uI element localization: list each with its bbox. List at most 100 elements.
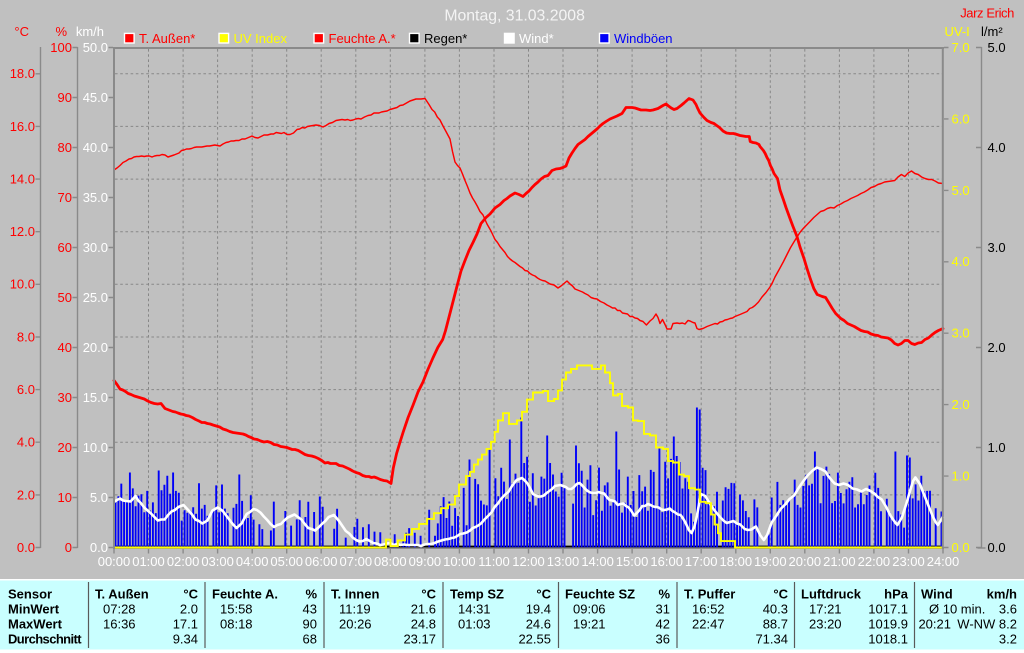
svg-text:09:06: 09:06 <box>573 602 606 617</box>
svg-text:17:21: 17:21 <box>809 602 842 617</box>
svg-text:80: 80 <box>58 140 72 155</box>
svg-text:23:00: 23:00 <box>892 554 925 569</box>
svg-text:12.0: 12.0 <box>10 224 35 239</box>
svg-text:14:31: 14:31 <box>458 602 491 617</box>
svg-text:hPa: hPa <box>884 587 909 602</box>
svg-text:0.0: 0.0 <box>952 540 970 555</box>
svg-text:11:19: 11:19 <box>339 602 371 617</box>
svg-text:Wind: Wind <box>921 587 953 602</box>
svg-text:T. Innen: T. Innen <box>331 587 379 602</box>
svg-text:1019.9: 1019.9 <box>868 617 908 632</box>
svg-text:13:00: 13:00 <box>547 554 580 569</box>
svg-text:Temp SZ: Temp SZ <box>450 587 504 602</box>
svg-text:W-NW 8.2: W-NW 8.2 <box>957 617 1017 632</box>
svg-text:T. Puffer: T. Puffer <box>684 587 735 602</box>
svg-text:5.0: 5.0 <box>90 490 108 505</box>
svg-text:20: 20 <box>58 440 72 455</box>
svg-text:4.0: 4.0 <box>17 435 35 450</box>
svg-text:Feuchte A.*: Feuchte A.* <box>329 31 396 46</box>
svg-text:2.0: 2.0 <box>180 602 198 617</box>
svg-text:22.55: 22.55 <box>518 632 551 647</box>
svg-text:17:00: 17:00 <box>685 554 718 569</box>
svg-text:1.0: 1.0 <box>952 469 970 484</box>
svg-text:Regen*: Regen* <box>424 31 467 46</box>
svg-text:4.0: 4.0 <box>952 254 970 269</box>
svg-text:23:20: 23:20 <box>809 617 842 632</box>
svg-text:15:58: 15:58 <box>220 602 253 617</box>
svg-text:08:00: 08:00 <box>374 554 407 569</box>
svg-text:T. Außen*: T. Außen* <box>139 31 195 46</box>
svg-text:14:00: 14:00 <box>581 554 614 569</box>
svg-text:90: 90 <box>58 90 72 105</box>
svg-text:3.2: 3.2 <box>999 632 1017 647</box>
svg-text:2.0: 2.0 <box>17 487 35 502</box>
svg-text:16.0: 16.0 <box>10 119 35 134</box>
svg-text:Montag, 31.03.2008: Montag, 31.03.2008 <box>444 7 585 24</box>
svg-text:UV Index: UV Index <box>234 31 288 46</box>
svg-text:30.0: 30.0 <box>83 240 108 255</box>
svg-text:0: 0 <box>65 540 72 555</box>
svg-text:22:00: 22:00 <box>858 554 891 569</box>
svg-text:Windböen: Windböen <box>614 31 673 46</box>
svg-text:25.0: 25.0 <box>83 290 108 305</box>
svg-text:MaxWert: MaxWert <box>8 617 63 632</box>
svg-text:50: 50 <box>58 290 72 305</box>
svg-text:°C: °C <box>773 587 788 602</box>
svg-text:l/m²: l/m² <box>981 24 1003 39</box>
svg-text:Feuchte SZ: Feuchte SZ <box>565 587 635 602</box>
svg-text:0.0: 0.0 <box>17 540 35 555</box>
svg-text:8.0: 8.0 <box>17 329 35 344</box>
svg-text:24:00: 24:00 <box>927 554 960 569</box>
svg-text:20:26: 20:26 <box>339 617 372 632</box>
svg-text:Feuchte A.: Feuchte A. <box>212 587 278 602</box>
svg-text:16:36: 16:36 <box>103 617 136 632</box>
svg-text:4.0: 4.0 <box>988 140 1006 155</box>
svg-text:Durchschnitt: Durchschnitt <box>8 632 82 647</box>
svg-text:10:00: 10:00 <box>443 554 476 569</box>
svg-text:00:00: 00:00 <box>98 554 131 569</box>
svg-text:Jarz Erich: Jarz Erich <box>960 6 1014 21</box>
svg-text:30: 30 <box>58 390 72 405</box>
svg-text:Ø 10 min.: Ø 10 min. <box>929 602 985 617</box>
svg-text:Luftdruck: Luftdruck <box>801 587 862 602</box>
svg-text:71.34: 71.34 <box>755 632 788 647</box>
svg-text:7.0: 7.0 <box>952 40 970 55</box>
svg-text:07:00: 07:00 <box>340 554 373 569</box>
svg-text:40: 40 <box>58 340 72 355</box>
svg-text:40.3: 40.3 <box>763 602 788 617</box>
svg-text:km/h: km/h <box>76 24 104 39</box>
svg-text:3.6: 3.6 <box>999 602 1017 617</box>
svg-text:05:00: 05:00 <box>270 554 303 569</box>
svg-text:3.0: 3.0 <box>952 326 970 341</box>
svg-text:21.6: 21.6 <box>411 602 436 617</box>
svg-text:MinWert: MinWert <box>8 602 60 617</box>
svg-text:°C: °C <box>421 587 436 602</box>
svg-text:15:00: 15:00 <box>616 554 649 569</box>
svg-text:18.0: 18.0 <box>10 66 35 81</box>
svg-text:04:00: 04:00 <box>236 554 269 569</box>
svg-text:24.6: 24.6 <box>526 617 551 632</box>
svg-text:09:00: 09:00 <box>409 554 442 569</box>
svg-text:1.0: 1.0 <box>988 440 1006 455</box>
svg-text:UV-I: UV-I <box>945 24 970 39</box>
svg-text:5.0: 5.0 <box>988 40 1006 55</box>
svg-text:19:00: 19:00 <box>754 554 787 569</box>
svg-text:70: 70 <box>58 190 72 205</box>
svg-text:T. Außen: T. Außen <box>95 587 149 602</box>
svg-text:9.34: 9.34 <box>173 632 198 647</box>
svg-text:19:21: 19:21 <box>573 617 606 632</box>
svg-text:10.0: 10.0 <box>83 440 108 455</box>
svg-text:20:21: 20:21 <box>918 617 951 632</box>
svg-text:43: 43 <box>303 602 317 617</box>
svg-text:0.0: 0.0 <box>90 540 108 555</box>
svg-text:11:00: 11:00 <box>478 554 510 569</box>
svg-text:6.0: 6.0 <box>952 111 970 126</box>
svg-text:31: 31 <box>656 602 670 617</box>
svg-text:°C: °C <box>183 587 198 602</box>
svg-text:45.0: 45.0 <box>83 90 108 105</box>
svg-text:100: 100 <box>50 40 72 55</box>
svg-text:°C: °C <box>536 587 551 602</box>
svg-text:15.0: 15.0 <box>83 390 108 405</box>
svg-text:2.0: 2.0 <box>952 397 970 412</box>
svg-text:24.8: 24.8 <box>411 617 436 632</box>
